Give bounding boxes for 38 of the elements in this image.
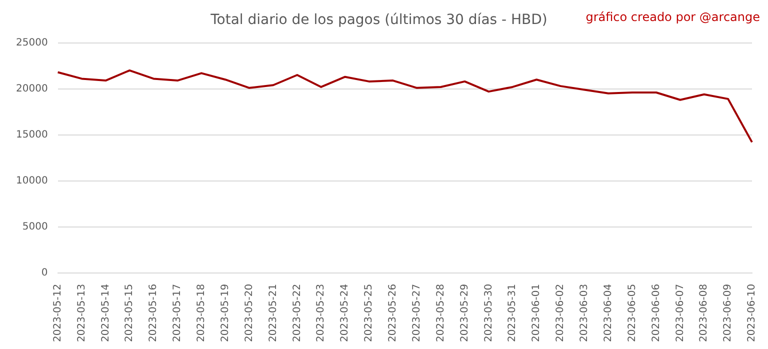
x-tick-label: 2023-05-16 — [148, 284, 160, 342]
x-tick-label: 2023-05-18 — [196, 284, 208, 342]
x-tick-label: 2023-06-02 — [555, 284, 566, 342]
y-tick-label: 25000 — [16, 37, 48, 48]
x-tick-label: 2023-05-28 — [435, 284, 446, 342]
x-tick-label: 2023-05-12 — [52, 284, 64, 342]
y-tick-label: 5000 — [22, 221, 48, 232]
x-tick-label: 2023-05-31 — [507, 284, 518, 342]
x-tick-label: 2023-06-06 — [650, 284, 662, 342]
x-tick-label: 2023-05-29 — [459, 284, 470, 342]
x-tick-label: 2023-05-21 — [268, 284, 279, 342]
x-tick-label: 2023-06-03 — [579, 284, 590, 342]
text: gráfico creado por @arcange — [586, 10, 760, 24]
x-tick-label: 2023-05-24 — [340, 284, 351, 342]
x-tick-label: 2023-05-19 — [220, 284, 231, 342]
y-tick-label: 15000 — [16, 129, 48, 140]
y-tick-label: 0 — [41, 267, 48, 278]
x-tick-label: 2023-05-27 — [411, 284, 422, 342]
y-tick-label: 20000 — [16, 83, 48, 94]
x-tick-label: 2023-06-09 — [722, 284, 734, 342]
x-tick-label: 2023-05-30 — [483, 284, 494, 342]
x-tick-label: 2023-06-04 — [602, 284, 614, 342]
x-tick-label: 2023-06-10 — [746, 284, 758, 342]
x-tick-label: 2023-06-08 — [698, 284, 710, 342]
x-tick-label: 2023-06-05 — [626, 284, 638, 342]
x-tick-label: 2023-05-20 — [244, 284, 255, 342]
x-tick-label: 2023-05-23 — [316, 284, 327, 342]
x-tick-label: 2023-05-14 — [100, 284, 112, 342]
x-tick-label: 2023-05-26 — [388, 284, 399, 342]
x-tick-label: 2023-05-15 — [124, 284, 136, 342]
x-tick-label: 2023-05-13 — [76, 284, 88, 342]
chart-title: Total diario de los pagos (últimos 30 días - HBD) — [210, 12, 548, 28]
x-tick-label: 2023-06-07 — [674, 284, 686, 342]
x-tick-label: 2023-05-17 — [172, 284, 184, 342]
x-tick-label: 2023-05-22 — [292, 284, 303, 342]
x-tick-label: 2023-06-01 — [531, 284, 542, 342]
x-tick-label: 2023-05-25 — [364, 284, 375, 342]
y-tick-label: 10000 — [16, 175, 48, 186]
